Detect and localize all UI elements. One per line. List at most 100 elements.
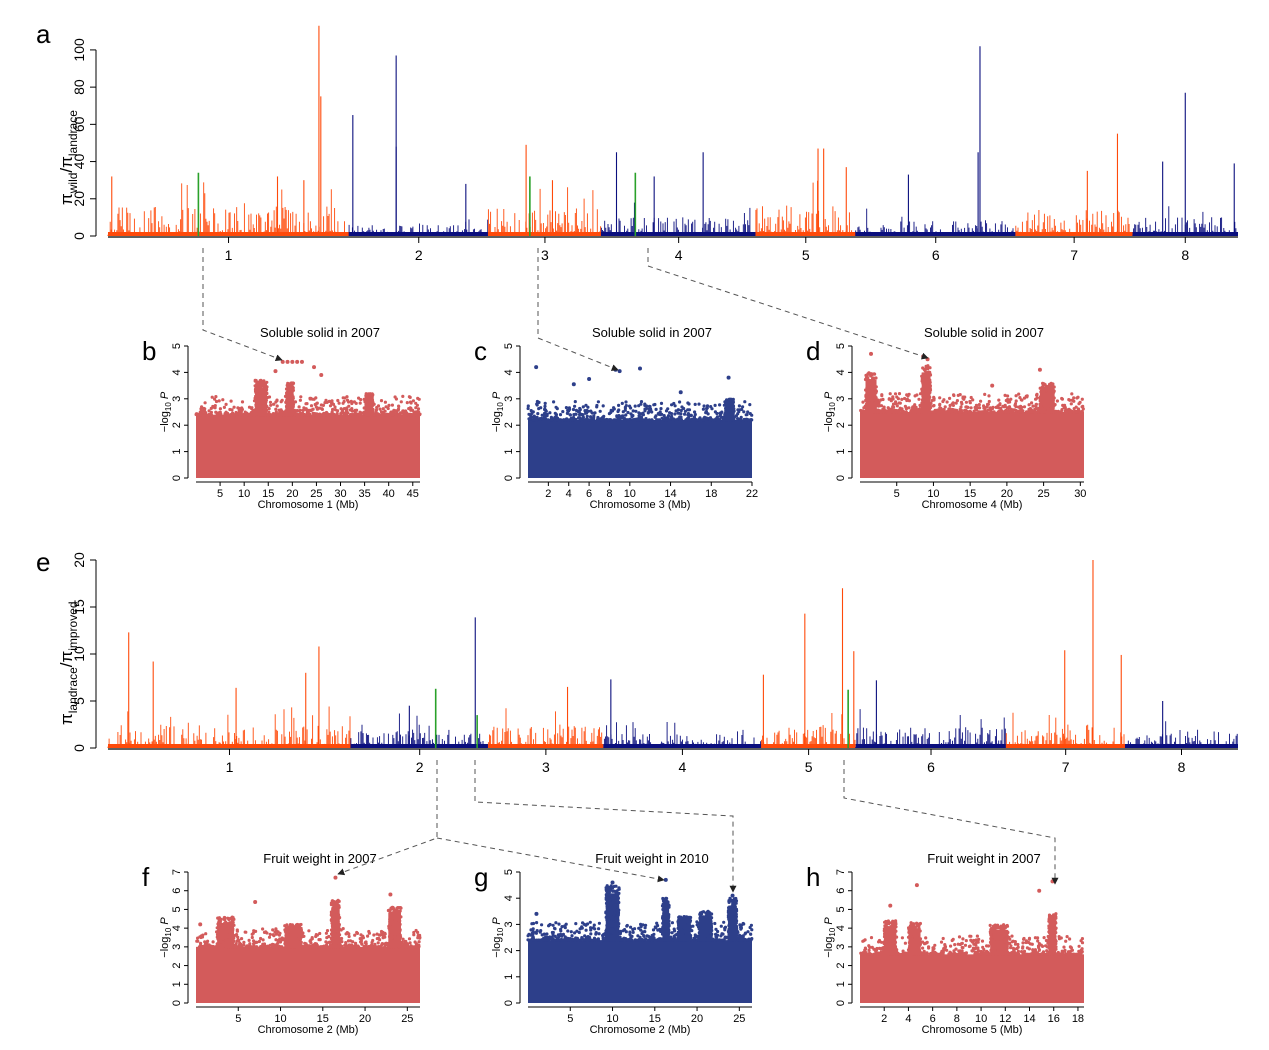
diversity-ratio-trace <box>487 708 604 748</box>
x-tick-label: 10 <box>927 488 939 500</box>
chromosome-label: 7 <box>1062 759 1070 775</box>
chromosome-label: 5 <box>802 247 810 263</box>
x-tick-label: 20 <box>286 488 298 500</box>
y-tick-label: 1 <box>503 974 515 980</box>
y-tick-label: 4 <box>171 925 183 931</box>
top-snp-point <box>295 359 300 364</box>
chromosome-label: 8 <box>1181 247 1189 263</box>
x-tick-label: 15 <box>262 488 274 500</box>
y-tick-label: 3 <box>835 944 847 950</box>
y-axis-label: −log10 P <box>823 391 837 432</box>
snp-points <box>195 898 422 949</box>
y-tick-label: 0 <box>503 475 515 481</box>
top-snp-point <box>726 375 731 380</box>
chromosome-baseline-band <box>349 232 489 236</box>
top-snp-point <box>869 351 874 356</box>
x-tick-label: 16 <box>1048 1013 1060 1025</box>
chromosome-3-bars <box>487 187 602 236</box>
y-tick-label: 2 <box>171 422 183 428</box>
chromosome-label: 7 <box>1070 247 1078 263</box>
y-tick-label: 0 <box>171 475 183 481</box>
x-tick-label: 10 <box>606 1013 618 1025</box>
top-snp-point <box>1050 879 1055 884</box>
y-tick-label: 6 <box>171 888 183 894</box>
chromosome-3-bars <box>487 708 604 748</box>
chromosome-baseline-band <box>108 744 351 748</box>
chromosome-2-bars <box>348 219 489 236</box>
top-snp-point <box>534 365 539 370</box>
y-tick-label: 5 <box>503 343 515 349</box>
panel-a-bars <box>107 25 1238 236</box>
panel-label-g: g <box>474 862 488 892</box>
x-tick-label: 8 <box>954 1013 960 1025</box>
chromosome-8-bars <box>1124 721 1238 748</box>
y-tick-label: 7 <box>835 869 847 875</box>
diversity-ratio-trace <box>855 208 1016 236</box>
y-tick-label: 60 <box>71 116 87 132</box>
y-tick-label: 20 <box>71 552 87 568</box>
y-tick-label: 3 <box>171 396 183 402</box>
chromosome-5-bars <box>761 713 856 748</box>
top-snp-point <box>534 911 539 916</box>
y-tick-label: 1 <box>503 449 515 455</box>
x-tick-label: 10 <box>975 1013 987 1025</box>
top-snp-point <box>388 892 393 897</box>
diversity-ratio-trace <box>348 219 489 236</box>
panel-label-b: b <box>142 336 156 366</box>
panel-e-diversity-ratio-landrace-improved: e πlandrace/πimproved 0 5 10 15 20 1 2 3 4 5 6 7 8 <box>36 547 1238 775</box>
y-tick-label: 80 <box>71 79 87 95</box>
x-tick-label: 14 <box>1023 1013 1035 1025</box>
chromosome-label: 1 <box>225 247 233 263</box>
chromosome-label: 4 <box>675 247 683 263</box>
y-tick-label: 0 <box>171 1000 183 1006</box>
y-tick-label: 0 <box>71 232 87 240</box>
y-tick-label: 15 <box>71 599 87 615</box>
x-tick-label: 30 <box>334 488 346 500</box>
y-tick-label: 5 <box>835 906 847 912</box>
chromosome-baseline-band <box>350 744 489 748</box>
y-tick-label: 4 <box>503 369 515 375</box>
chromosome-label: 2 <box>415 247 423 263</box>
chromosome-6-bars <box>855 208 1016 236</box>
panel-label-h: h <box>806 862 820 892</box>
chromosome-label: 3 <box>542 759 550 775</box>
y-tick-label: 5 <box>171 906 183 912</box>
x-tick-label: 4 <box>566 488 572 500</box>
chromosome-label: 4 <box>679 759 687 775</box>
x-tick-label: 25 <box>733 1013 745 1025</box>
x-tick-label: 4 <box>905 1013 911 1025</box>
panel-e-bars <box>107 560 1238 748</box>
chromosome-baseline-band <box>488 232 602 236</box>
y-tick-label: 2 <box>835 422 847 428</box>
chromosome-baseline-band <box>108 232 350 236</box>
snp-points <box>859 912 1085 956</box>
x-axis-label: Chromosome 5 (Mb) <box>922 1024 1023 1036</box>
chromosome-4-bars <box>600 202 756 236</box>
x-axis-label: Chromosome 2 (Mb) <box>258 1024 359 1036</box>
x-axis-label: Chromosome 1 (Mb) <box>258 499 359 511</box>
x-tick-label: 15 <box>964 488 976 500</box>
panel-e-y-axis-label: πlandrace/πimproved <box>57 601 80 725</box>
y-tick-label: 3 <box>503 396 515 402</box>
diversity-ratio-trace <box>600 202 756 236</box>
y-tick-label: 10 <box>71 646 87 662</box>
top-snp-point <box>333 875 338 880</box>
top-snp-point <box>587 377 592 381</box>
panel-label-c: c <box>474 336 487 366</box>
y-tick-label: 2 <box>503 422 515 428</box>
snp-points <box>526 884 754 942</box>
x-tick-label: 5 <box>567 1013 573 1025</box>
panel-title: Soluble solid in 2007 <box>592 325 712 340</box>
chromosome-label: 8 <box>1178 759 1186 775</box>
x-tick-label: 6 <box>930 1013 936 1025</box>
dashed-connector <box>537 248 619 371</box>
y-tick-label: 5 <box>71 697 87 705</box>
diversity-ratio-trace <box>755 180 856 236</box>
dense-points-band <box>196 946 420 1003</box>
y-axis-label: −log10 P <box>159 391 173 432</box>
panel-label-a: a <box>36 19 51 49</box>
x-tick-label: 10 <box>624 488 636 500</box>
panel-a-y-axis: 0 20 40 60 80 100 <box>71 38 97 240</box>
dashed-connector <box>647 248 929 360</box>
top-snp-point <box>730 893 735 898</box>
